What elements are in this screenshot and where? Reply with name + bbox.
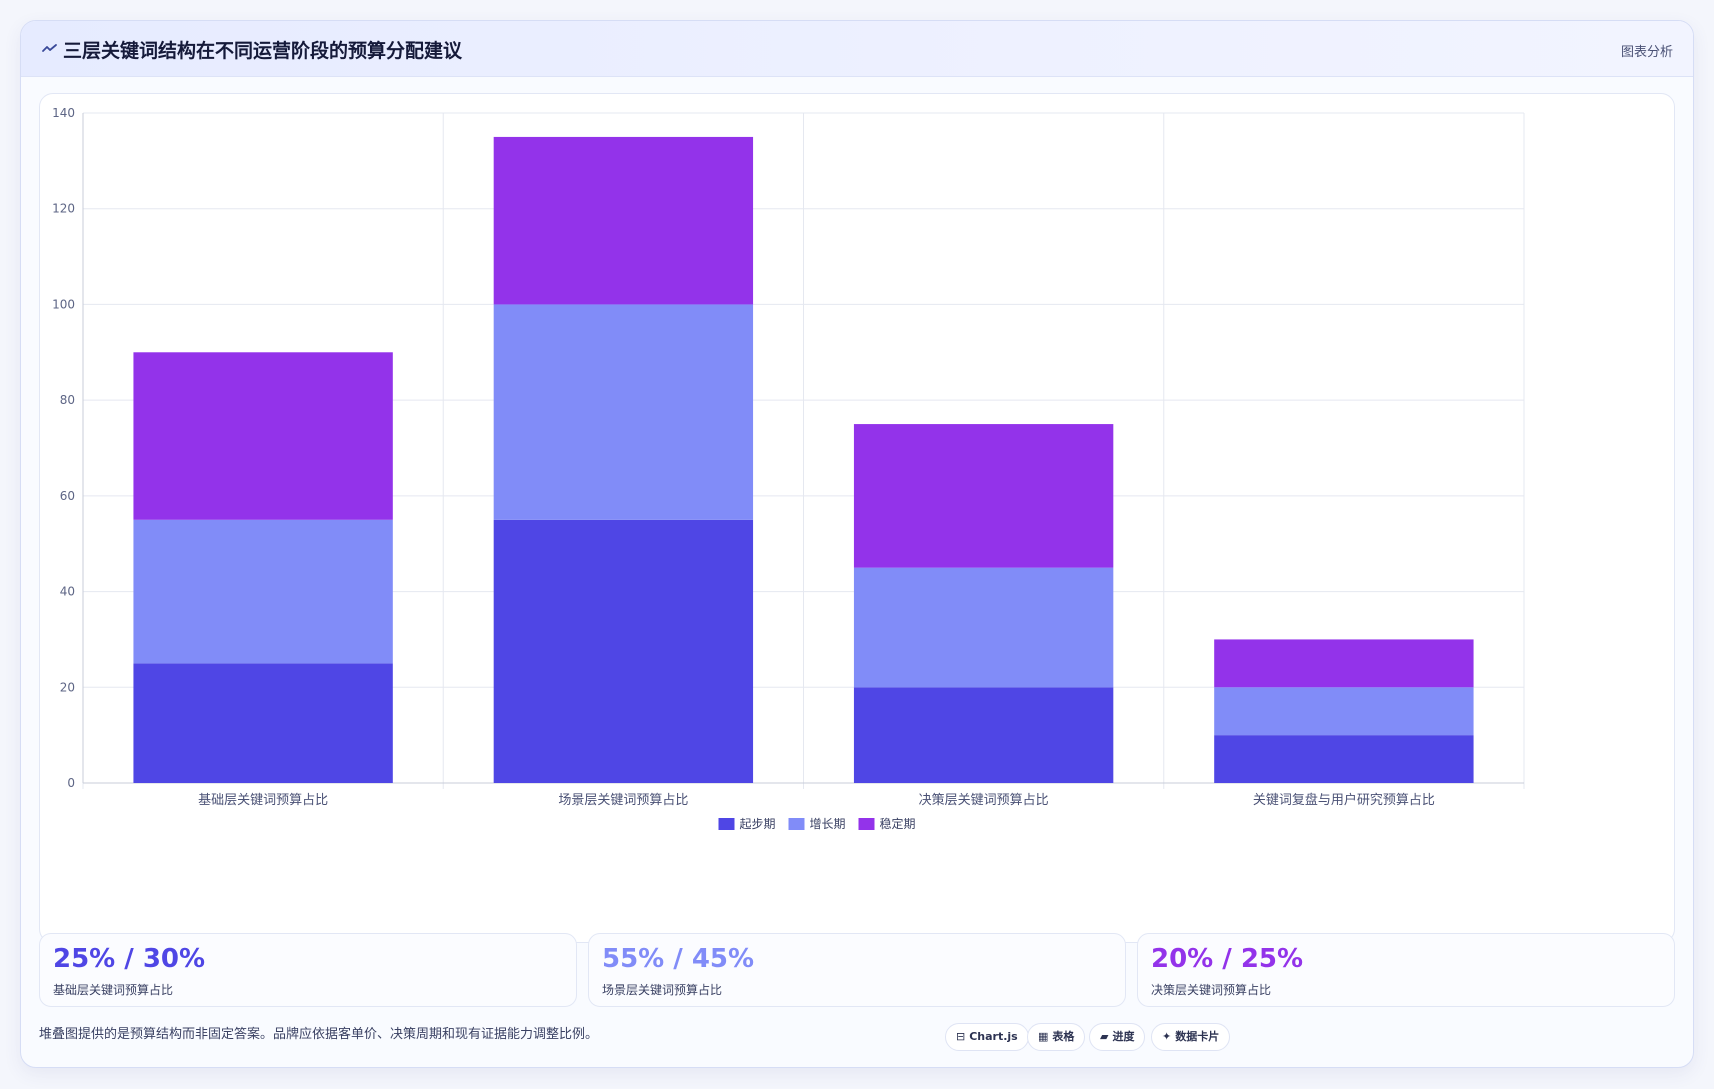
bar-segment	[1214, 687, 1474, 736]
legend-label: 稳定期	[880, 816, 916, 831]
stat-value: 55% / 45%	[602, 944, 755, 974]
y-tick-label: 20	[60, 680, 75, 694]
x-tick-label: 关键词复盘与用户研究预算占比	[1253, 792, 1435, 808]
bar-segment	[1214, 735, 1474, 783]
stat-label: 决策层关键词预算占比	[1151, 983, 1272, 997]
table-icon: ▦	[1038, 1030, 1049, 1043]
y-tick-label: 100	[52, 297, 75, 311]
legend-swatch	[788, 818, 805, 830]
trend-icon	[42, 44, 57, 52]
y-tick-label: 60	[60, 489, 75, 503]
card-header: 三层关键词结构在不同运营阶段的预算分配建议 图表分析	[21, 21, 1693, 77]
bar-segment	[853, 687, 1114, 783]
y-tick-label: 40	[60, 585, 75, 599]
legend-swatch	[718, 818, 735, 830]
pill-data-card[interactable]: ✦ 数据卡片	[1151, 1023, 1231, 1051]
stat-value: 25% / 30%	[53, 944, 206, 974]
legend-swatch	[858, 818, 875, 830]
y-tick-label: 80	[60, 393, 75, 407]
bar-segment	[133, 519, 393, 664]
bar-segment	[493, 136, 754, 305]
bar-segment	[1214, 639, 1474, 688]
pill-label: Chart.js	[969, 1030, 1018, 1043]
chart-panel: 0 20 40 60 80 100 120 140 基础层关键词预算占比 场景层关键词预算占比 决策…	[39, 93, 1675, 943]
bar-segment	[493, 519, 754, 783]
stat-label: 场景层关键词预算占比	[602, 983, 723, 997]
stat-card-base: 25% / 30% 基础层关键词预算占比	[39, 933, 577, 1007]
page-title: 三层关键词结构在不同运营阶段的预算分配建议	[63, 40, 463, 62]
sparkle-icon: ✦	[1162, 1030, 1172, 1043]
pill-label: 数据卡片	[1175, 1030, 1220, 1043]
stat-card-decision: 20% / 25% 决策层关键词预算占比	[1137, 933, 1675, 1007]
pill-label: 表格	[1052, 1030, 1075, 1043]
x-tick-label: 决策层关键词预算占比	[919, 792, 1049, 808]
legend-label: 起步期	[740, 817, 776, 831]
y-tick-label: 140	[52, 106, 75, 120]
header-tag: 图表分析	[1620, 45, 1673, 60]
pill-label: 进度	[1112, 1030, 1135, 1043]
bar-segment	[133, 352, 393, 520]
progress-icon: ▰	[1100, 1030, 1109, 1043]
x-tick-label: 基础层关键词预算占比	[198, 793, 328, 808]
bar-segment	[493, 304, 754, 520]
stacked-bar-chart: 0 20 40 60 80 100 120 140 基础层关键词预算占比 场景层关键词预算占比 决策…	[52, 106, 1525, 831]
stat-value: 20% / 25%	[1151, 944, 1304, 974]
legend-label: 增长期	[810, 817, 846, 831]
pill-table[interactable]: ▦ 表格	[1027, 1023, 1086, 1051]
stat-label: 基础层关键词预算占比	[53, 983, 174, 997]
bar-segment	[853, 424, 1114, 568]
stats-row: 25% / 30% 基础层关键词预算占比 55% / 45% 场景层关键词预算占…	[39, 933, 1675, 1007]
footer-note: 堆叠图提供的是预算结构而非固定答案。品牌应依据客单价、决策周期和现有证据能力调整…	[39, 1027, 599, 1042]
x-tick-label: 场景层关键词预算占比	[558, 793, 688, 808]
pill-progress[interactable]: ▰ 进度	[1089, 1023, 1146, 1051]
chart-card: 三层关键词结构在不同运营阶段的预算分配建议 图表分析 0 20 40 60 80 100 1…	[20, 20, 1694, 1068]
bar-segment	[133, 663, 393, 783]
stat-card-scene: 55% / 45% 场景层关键词预算占比	[588, 933, 1126, 1007]
pill-chartjs[interactable]: ⊟ Chart.js	[945, 1023, 1029, 1051]
y-tick-label: 120	[52, 202, 75, 216]
chart-icon: ⊟	[956, 1030, 966, 1043]
bar-segment	[853, 567, 1114, 688]
y-tick-label: 0	[67, 776, 75, 790]
